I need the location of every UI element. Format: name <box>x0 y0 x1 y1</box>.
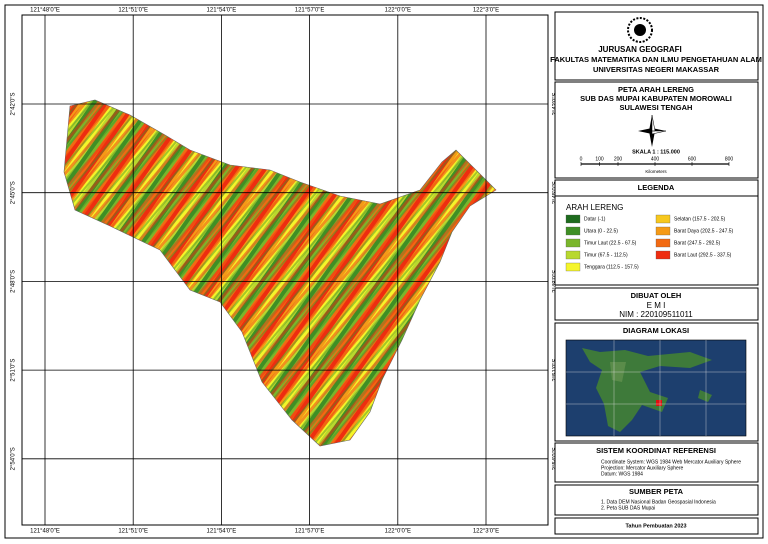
scale-label: 100 <box>595 156 604 162</box>
crs-title: SISTEM KOORDINAT REFERENSI <box>596 446 716 455</box>
lat-label: 2°51'0"S <box>11 359 17 382</box>
legend-items: Datar (-1) Utara (0 - 22.5) Timur Laut (22… <box>565 214 734 272</box>
legend-swatch <box>655 250 671 260</box>
legend-label: Barat (247.5 - 292.5) <box>674 240 720 246</box>
lat-label: 2°54'0"S <box>11 447 17 470</box>
lon-label: 121°51'0"E <box>118 8 148 14</box>
source-line: 1. Data DEM Nasional Badan Geospasial In… <box>601 499 716 505</box>
header-line: JURUSAN GEOGRAFI <box>598 45 682 54</box>
source-title: SUMBER PETA <box>629 487 684 496</box>
legend-label: Utara (0 - 22.5) <box>584 228 618 234</box>
lat-label: 2°45'0"S <box>11 181 17 204</box>
lon-label: 122°3'0"E <box>473 8 499 14</box>
legend-label: Barat Laut (292.5 - 337.5) <box>674 252 732 258</box>
legend-swatch <box>655 238 671 248</box>
watershed <box>63 99 497 447</box>
scale-label: 200 <box>614 156 623 162</box>
lon-label: 121°57'0"E <box>295 529 325 535</box>
legend-swatch <box>565 250 581 260</box>
scale-unit: Kilometers <box>645 169 667 174</box>
footer-year: Tahun Pembuatan 2023 <box>625 523 686 529</box>
lon-label: 121°48'0"E <box>30 529 60 535</box>
map-title: SUB DAS MUPAI KABUPATEN MOROWALI <box>580 94 732 103</box>
legend-swatch <box>655 214 671 224</box>
author-title: DIBUAT OLEH <box>631 291 682 300</box>
legend-label: Selatan (157.5 - 202.5) <box>674 216 725 222</box>
lon-label: 121°54'0"E <box>207 529 237 535</box>
outer-border <box>4 4 764 539</box>
north-arrow <box>638 114 667 147</box>
crs-line: Coordinate System: WGS 1984 Web Mercator… <box>601 459 741 465</box>
legend-swatch <box>565 238 581 248</box>
lat-label: 2°42'0"S <box>11 92 17 115</box>
lon-label: 122°0'0"E <box>385 8 411 14</box>
scale-label: 800 <box>725 156 734 162</box>
header-line: FAKULTAS MATEMATIKA DAN ILMU PENGETAHUAN… <box>550 55 762 64</box>
legend-label: Timur Laut (22.5 - 67.5) <box>584 240 637 246</box>
legend-swatch <box>655 226 671 236</box>
location-title: DIAGRAM LOKASI <box>623 326 689 335</box>
lat-label: 2°48'0"S <box>11 270 17 293</box>
lon-label: 122°3'0"E <box>473 529 499 535</box>
legend-label: Tenggara (112.5 - 157.5) <box>584 264 639 270</box>
author-nim: NIM : 220109511011 <box>619 310 693 319</box>
scale-label: 0 <box>580 156 583 162</box>
legend-swatch <box>565 262 581 272</box>
legend-label: Barat Daya (202.5 - 247.5) <box>674 228 734 234</box>
crs-line: Datum: WGS 1984 <box>601 471 643 477</box>
logo <box>627 17 653 43</box>
legend-swatch <box>565 226 581 236</box>
lon-label: 121°57'0"E <box>295 8 325 14</box>
scale-label: 400 <box>651 156 660 162</box>
map-title: PETA ARAH LERENG <box>618 85 694 94</box>
scale-label: 600 <box>688 156 697 162</box>
map-title: SULAWESI TENGAH <box>620 103 693 112</box>
lon-label: 121°48'0"E <box>30 8 60 14</box>
source-line: 2. Peta SUB DAS Mupai <box>601 505 655 511</box>
header-line: UNIVERSITAS NEGERI MAKASSAR <box>593 65 720 74</box>
legend-title: LEGENDA <box>638 183 675 192</box>
legend-label: Datar (-1) <box>584 216 606 222</box>
scale-bar: 0 100 200 400 600 800 <box>580 156 734 166</box>
location-diagram <box>565 339 747 437</box>
graticule-lines <box>22 15 548 525</box>
map-frame <box>21 14 549 526</box>
lon-label: 122°0'0"E <box>385 529 411 535</box>
crs-line: Projection: Mercator Auxiliary Sphere <box>601 465 683 471</box>
legend-subtitle: ARAH LERENG <box>566 203 623 212</box>
lon-label: 121°51'0"E <box>118 529 148 535</box>
lon-label: 121°54'0"E <box>207 8 237 14</box>
author-name: E M I <box>647 301 666 310</box>
legend-swatch <box>565 214 581 224</box>
scale-text: SKALA 1 : 115.000 <box>632 149 680 155</box>
legend-label: Timur (67.5 - 112.5) <box>584 252 628 258</box>
